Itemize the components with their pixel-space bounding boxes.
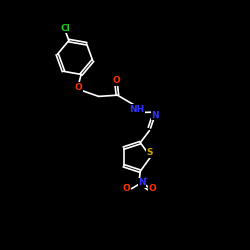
Text: N: N [152,111,159,120]
Text: Cl: Cl [61,24,70,33]
Text: N: N [138,178,146,187]
Text: −: − [124,182,129,187]
Text: O: O [112,76,120,85]
Text: O: O [122,184,130,193]
Text: +: + [143,176,148,181]
Text: NH: NH [129,105,144,114]
Text: O: O [75,83,82,92]
Text: O: O [149,184,157,193]
Text: S: S [146,148,153,157]
